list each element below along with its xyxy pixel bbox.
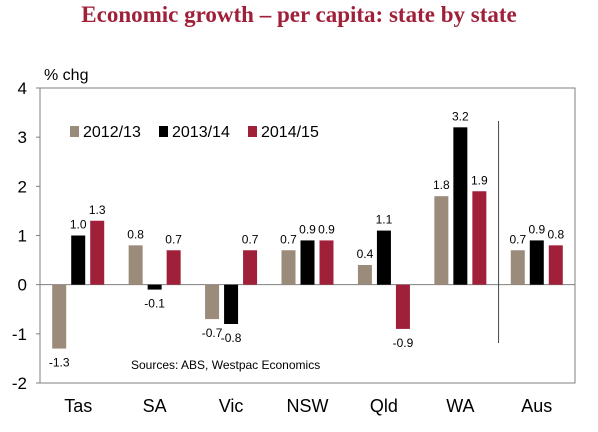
data-label: -0.9 xyxy=(393,336,414,350)
chart-labels: -1.3 0.8 -0.7 0.7 0.4 1.8 0.7 1.0 -0.1 -0.8 0.9 1.1… xyxy=(49,109,565,372)
y-axis-label: % chg xyxy=(44,67,88,84)
data-label: -1.3 xyxy=(49,356,70,370)
bar xyxy=(128,245,143,285)
chart-title: Economic growth – per capita: state by s… xyxy=(81,2,517,27)
x-tick-label: Qld xyxy=(370,396,398,416)
y-tick-label: -1 xyxy=(12,325,27,344)
bar xyxy=(166,250,181,285)
data-label: 0.7 xyxy=(242,232,259,246)
bar xyxy=(472,191,487,285)
bar xyxy=(319,240,334,285)
y-tick-label: 3 xyxy=(18,128,27,147)
data-label: -0.1 xyxy=(144,297,165,311)
legend-swatch xyxy=(159,126,168,137)
legend-label: 2013/14 xyxy=(172,124,230,141)
data-label: 0.9 xyxy=(299,222,316,236)
bar xyxy=(243,250,258,285)
bar xyxy=(90,220,105,285)
legend-label: 2014/15 xyxy=(261,124,319,141)
data-label: 1.0 xyxy=(70,218,87,232)
source-note: Sources: ABS, Westpac Economics xyxy=(131,358,320,372)
bar xyxy=(548,245,563,285)
x-tick-label: NSW xyxy=(287,396,329,416)
legend-swatch xyxy=(248,126,257,137)
bar xyxy=(224,284,239,324)
data-label: 1.8 xyxy=(433,178,450,192)
data-label: 1.9 xyxy=(471,173,488,187)
x-tick-label: WA xyxy=(446,396,474,416)
bar xyxy=(510,250,525,285)
legend-swatch xyxy=(70,126,79,137)
bar xyxy=(529,240,544,285)
data-label: 0.4 xyxy=(357,247,374,261)
bar xyxy=(434,196,449,285)
data-label: 3.2 xyxy=(452,109,469,123)
bar xyxy=(357,265,372,285)
bar xyxy=(71,235,86,285)
data-label: -0.7 xyxy=(202,326,223,340)
chart-bars xyxy=(52,127,563,349)
y-tick-label: 2 xyxy=(18,177,27,196)
data-label: 0.7 xyxy=(165,232,182,246)
chart-axes: -2 -1 0 1 2 3 4 % chg Tas SA Vic NSW Qld WA Aus xyxy=(12,67,576,416)
bar xyxy=(395,284,410,329)
bar xyxy=(147,284,162,290)
y-tick-label: 1 xyxy=(18,227,27,246)
bar xyxy=(300,240,315,285)
data-label: 0.7 xyxy=(280,232,297,246)
data-label: 0.8 xyxy=(547,227,564,241)
x-tick-label: SA xyxy=(143,396,167,416)
x-tick-label: Tas xyxy=(64,396,92,416)
data-label: 0.7 xyxy=(509,232,526,246)
data-label: -0.8 xyxy=(221,331,242,345)
y-tick-label: 4 xyxy=(18,79,27,98)
x-tick-label: Vic xyxy=(219,396,244,416)
bar xyxy=(281,250,296,285)
y-tick-label: 0 xyxy=(18,276,27,295)
bar xyxy=(376,230,391,285)
legend-label: 2012/13 xyxy=(83,124,141,141)
chart-legend: 2012/13 2013/14 2014/15 xyxy=(70,124,319,141)
bar xyxy=(205,284,220,320)
data-label: 0.9 xyxy=(528,222,545,236)
data-label: 0.8 xyxy=(127,227,144,241)
x-tick-label: Aus xyxy=(521,396,552,416)
y-tick-label: -2 xyxy=(12,374,27,393)
bar xyxy=(52,284,67,349)
data-label: 1.1 xyxy=(376,213,393,227)
bar xyxy=(453,127,468,285)
data-label: 0.9 xyxy=(318,222,335,236)
data-label: 1.3 xyxy=(89,203,106,217)
